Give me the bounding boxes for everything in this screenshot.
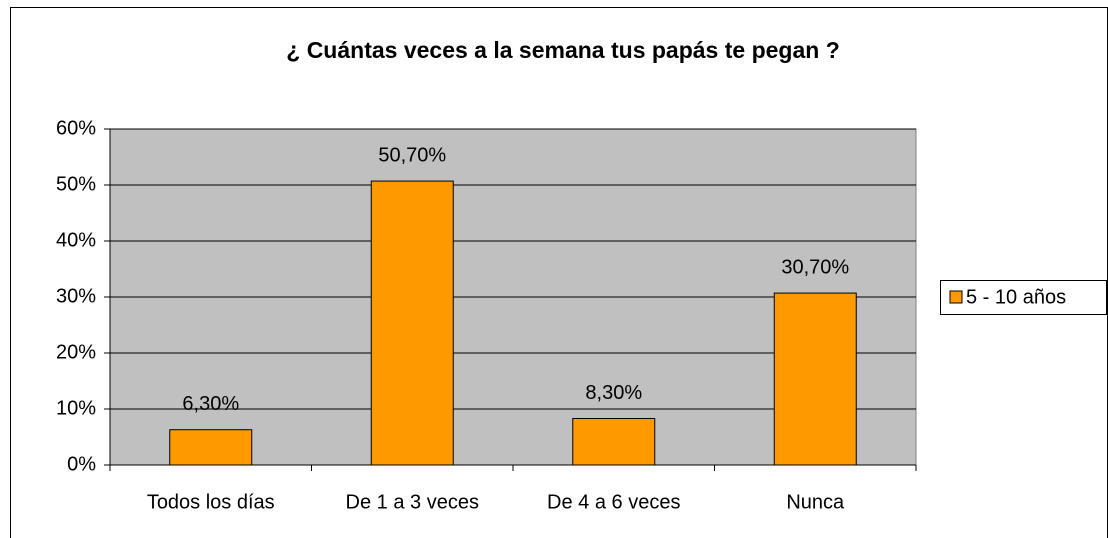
x-tick-label: De 1 a 3 veces	[346, 491, 479, 513]
y-tick-label: 40%	[56, 229, 96, 251]
y-tick-label: 30%	[56, 285, 96, 307]
data-label: 50,70%	[378, 144, 446, 166]
legend-swatch	[949, 290, 963, 304]
x-tick-label: De 4 a 6 veces	[547, 491, 680, 513]
x-tick-label: Todos los días	[147, 491, 275, 513]
y-tick-label: 10%	[56, 397, 96, 419]
bar	[169, 429, 253, 466]
y-tick-label: 0%	[67, 453, 96, 475]
data-label: 8,30%	[585, 382, 642, 404]
data-label: 30,70%	[781, 256, 849, 278]
chart-title: ¿ Cuántas veces a la semana tus papás te…	[286, 37, 840, 63]
data-label: 6,30%	[182, 393, 239, 415]
x-tick-label: Nunca	[786, 491, 845, 513]
y-tick-label: 50%	[56, 173, 96, 195]
y-tick-label: 20%	[56, 341, 96, 363]
bar	[773, 292, 857, 466]
bar	[370, 180, 454, 466]
legend-box	[940, 280, 1107, 315]
legend-label: 5 - 10 años	[966, 286, 1066, 308]
y-tick-label: 60%	[56, 117, 96, 139]
bar	[572, 418, 656, 466]
